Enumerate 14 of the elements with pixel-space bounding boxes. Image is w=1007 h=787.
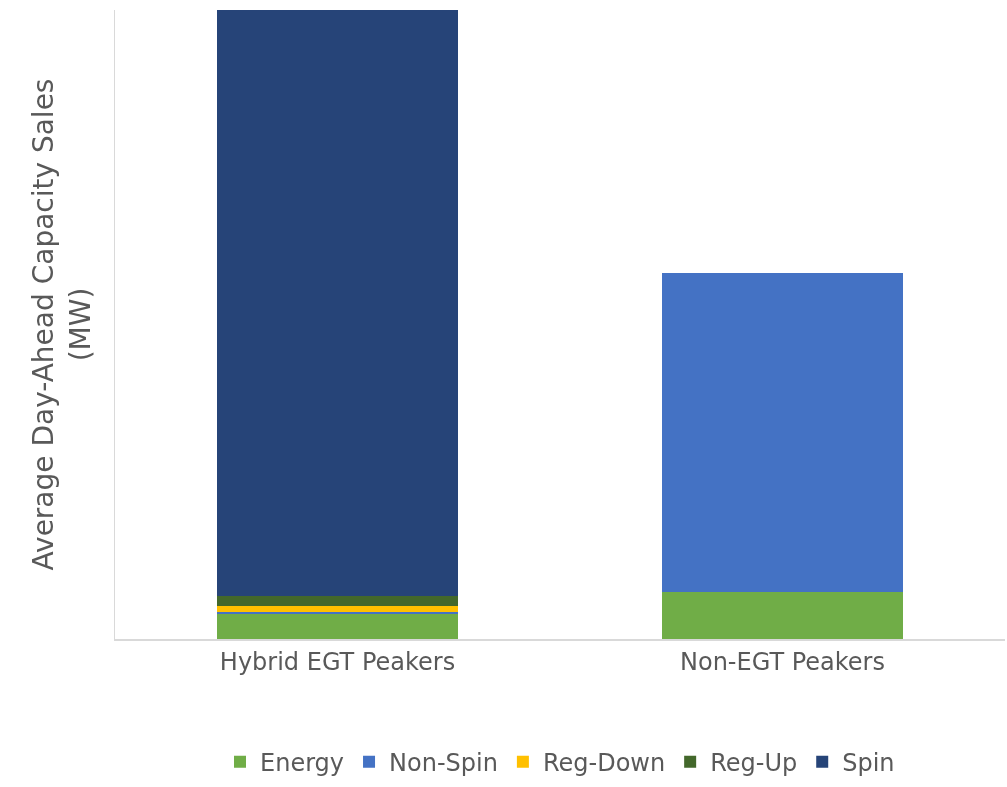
bar <box>217 614 458 639</box>
y-axis-title: Average Day-Ahead Capacity Sales (MW) <box>27 78 97 571</box>
x-tick-label: Hybrid EGT Peakers <box>219 647 456 676</box>
bar <box>217 596 458 607</box>
bar <box>662 272 903 592</box>
legend-label: Energy <box>260 749 345 778</box>
legend-label: Reg-Up <box>710 749 798 778</box>
bar <box>217 10 458 597</box>
legend-label: Reg-Down <box>542 749 666 778</box>
bar <box>217 606 458 612</box>
x-tick-label: Non-EGT Peakers <box>680 647 885 676</box>
legend-label: Spin <box>842 749 895 778</box>
legend-label: Non-Spin <box>389 749 498 778</box>
bar <box>662 591 903 639</box>
